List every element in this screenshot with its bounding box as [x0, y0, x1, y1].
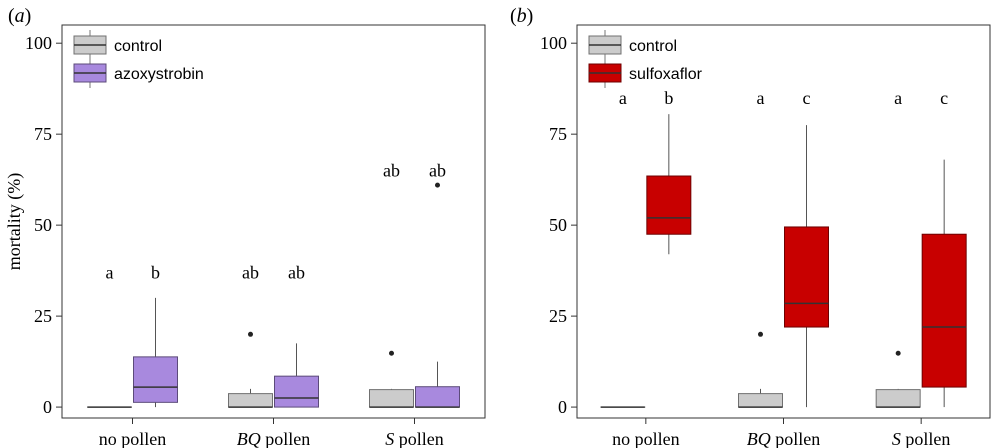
significance-letter: ab: [242, 262, 259, 282]
box-body: [133, 356, 178, 403]
significance-letter: b: [151, 262, 160, 282]
significance-letter: ab: [383, 161, 400, 181]
outlier-point: [895, 350, 901, 356]
y-axis-label: mortality (%): [4, 173, 25, 270]
significance-letter: a: [757, 88, 765, 108]
significance-letter: c: [803, 88, 811, 108]
box-azoxystrobin: b: [133, 262, 178, 408]
outlier-point: [389, 350, 394, 356]
panel-a: (a) 0 25 50 75 100 mortality (%) no pollen BQ po…: [4, 5, 486, 448]
box-control: ab: [228, 262, 273, 408]
box-control: ab: [369, 161, 414, 408]
box-control: a: [738, 88, 783, 408]
legend-item: sulfoxaflor: [588, 58, 703, 88]
significance-letter: ab: [288, 262, 305, 282]
legend-item: azoxystrobin: [73, 58, 204, 88]
legend-label: control: [629, 38, 677, 55]
box-sulfoxaflor: b: [646, 88, 692, 255]
x-tick-label: S pollen: [892, 429, 951, 448]
y-tick-label: 50: [34, 215, 52, 235]
y-tick-label: 0: [43, 397, 52, 417]
y-tick-label: 50: [549, 215, 567, 235]
y-tick-label: 0: [558, 397, 567, 417]
outlier-point: [435, 182, 440, 188]
box-sulfoxaflor: c: [921, 88, 967, 408]
box-control: a: [875, 88, 921, 408]
plot-frame: [61, 24, 486, 419]
legend-label: sulfoxaflor: [629, 66, 703, 83]
legend-item: control: [588, 30, 677, 60]
box-body: [921, 233, 967, 388]
y-tick-label: 25: [34, 306, 52, 326]
box-body: [875, 389, 921, 408]
box-body: [646, 175, 692, 235]
panel-b: (b) 0 25 50 75 100 no pollen BQ pollen S pollen a…: [510, 5, 991, 448]
x-tick-label: no pollen: [99, 429, 167, 448]
legend-label: control: [114, 38, 162, 55]
outlier-point: [248, 331, 253, 337]
x-tick-label: BQ pollen: [747, 429, 821, 448]
legend-item: control: [73, 30, 162, 60]
box-azoxystrobin: ab: [274, 262, 319, 408]
significance-letter: a: [619, 88, 627, 108]
panel-label: (a): [8, 5, 31, 27]
box-body: [415, 386, 460, 408]
box-sulfoxaflor: c: [784, 88, 829, 408]
y-tick-label: 25: [549, 306, 567, 326]
y-tick-label: 75: [549, 124, 567, 144]
box-azoxystrobin: ab: [415, 161, 460, 408]
legend: control sulfoxaflor: [588, 30, 703, 88]
box-body: [738, 393, 783, 408]
y-tick-label: 100: [25, 33, 52, 53]
significance-letter: a: [106, 262, 114, 282]
y-tick-label: 100: [540, 33, 567, 53]
panel-label: (b): [510, 5, 533, 27]
x-tick-label: BQ pollen: [237, 429, 311, 448]
legend-label: azoxystrobin: [114, 66, 204, 83]
box-body: [369, 389, 414, 408]
box-body: [274, 375, 319, 408]
significance-letter: b: [664, 88, 673, 108]
significance-letter: c: [940, 88, 948, 108]
legend: control azoxystrobin: [73, 30, 204, 88]
box-control: a: [600, 88, 646, 408]
y-tick-label: 75: [34, 124, 52, 144]
x-tick-label: no pollen: [612, 429, 680, 448]
box-control: a: [87, 262, 132, 408]
outlier-point: [758, 331, 763, 337]
box-body: [784, 226, 829, 328]
significance-letter: a: [894, 88, 902, 108]
box-body: [228, 393, 273, 408]
x-tick-label: S pollen: [385, 429, 444, 448]
significance-letter: ab: [429, 161, 446, 181]
